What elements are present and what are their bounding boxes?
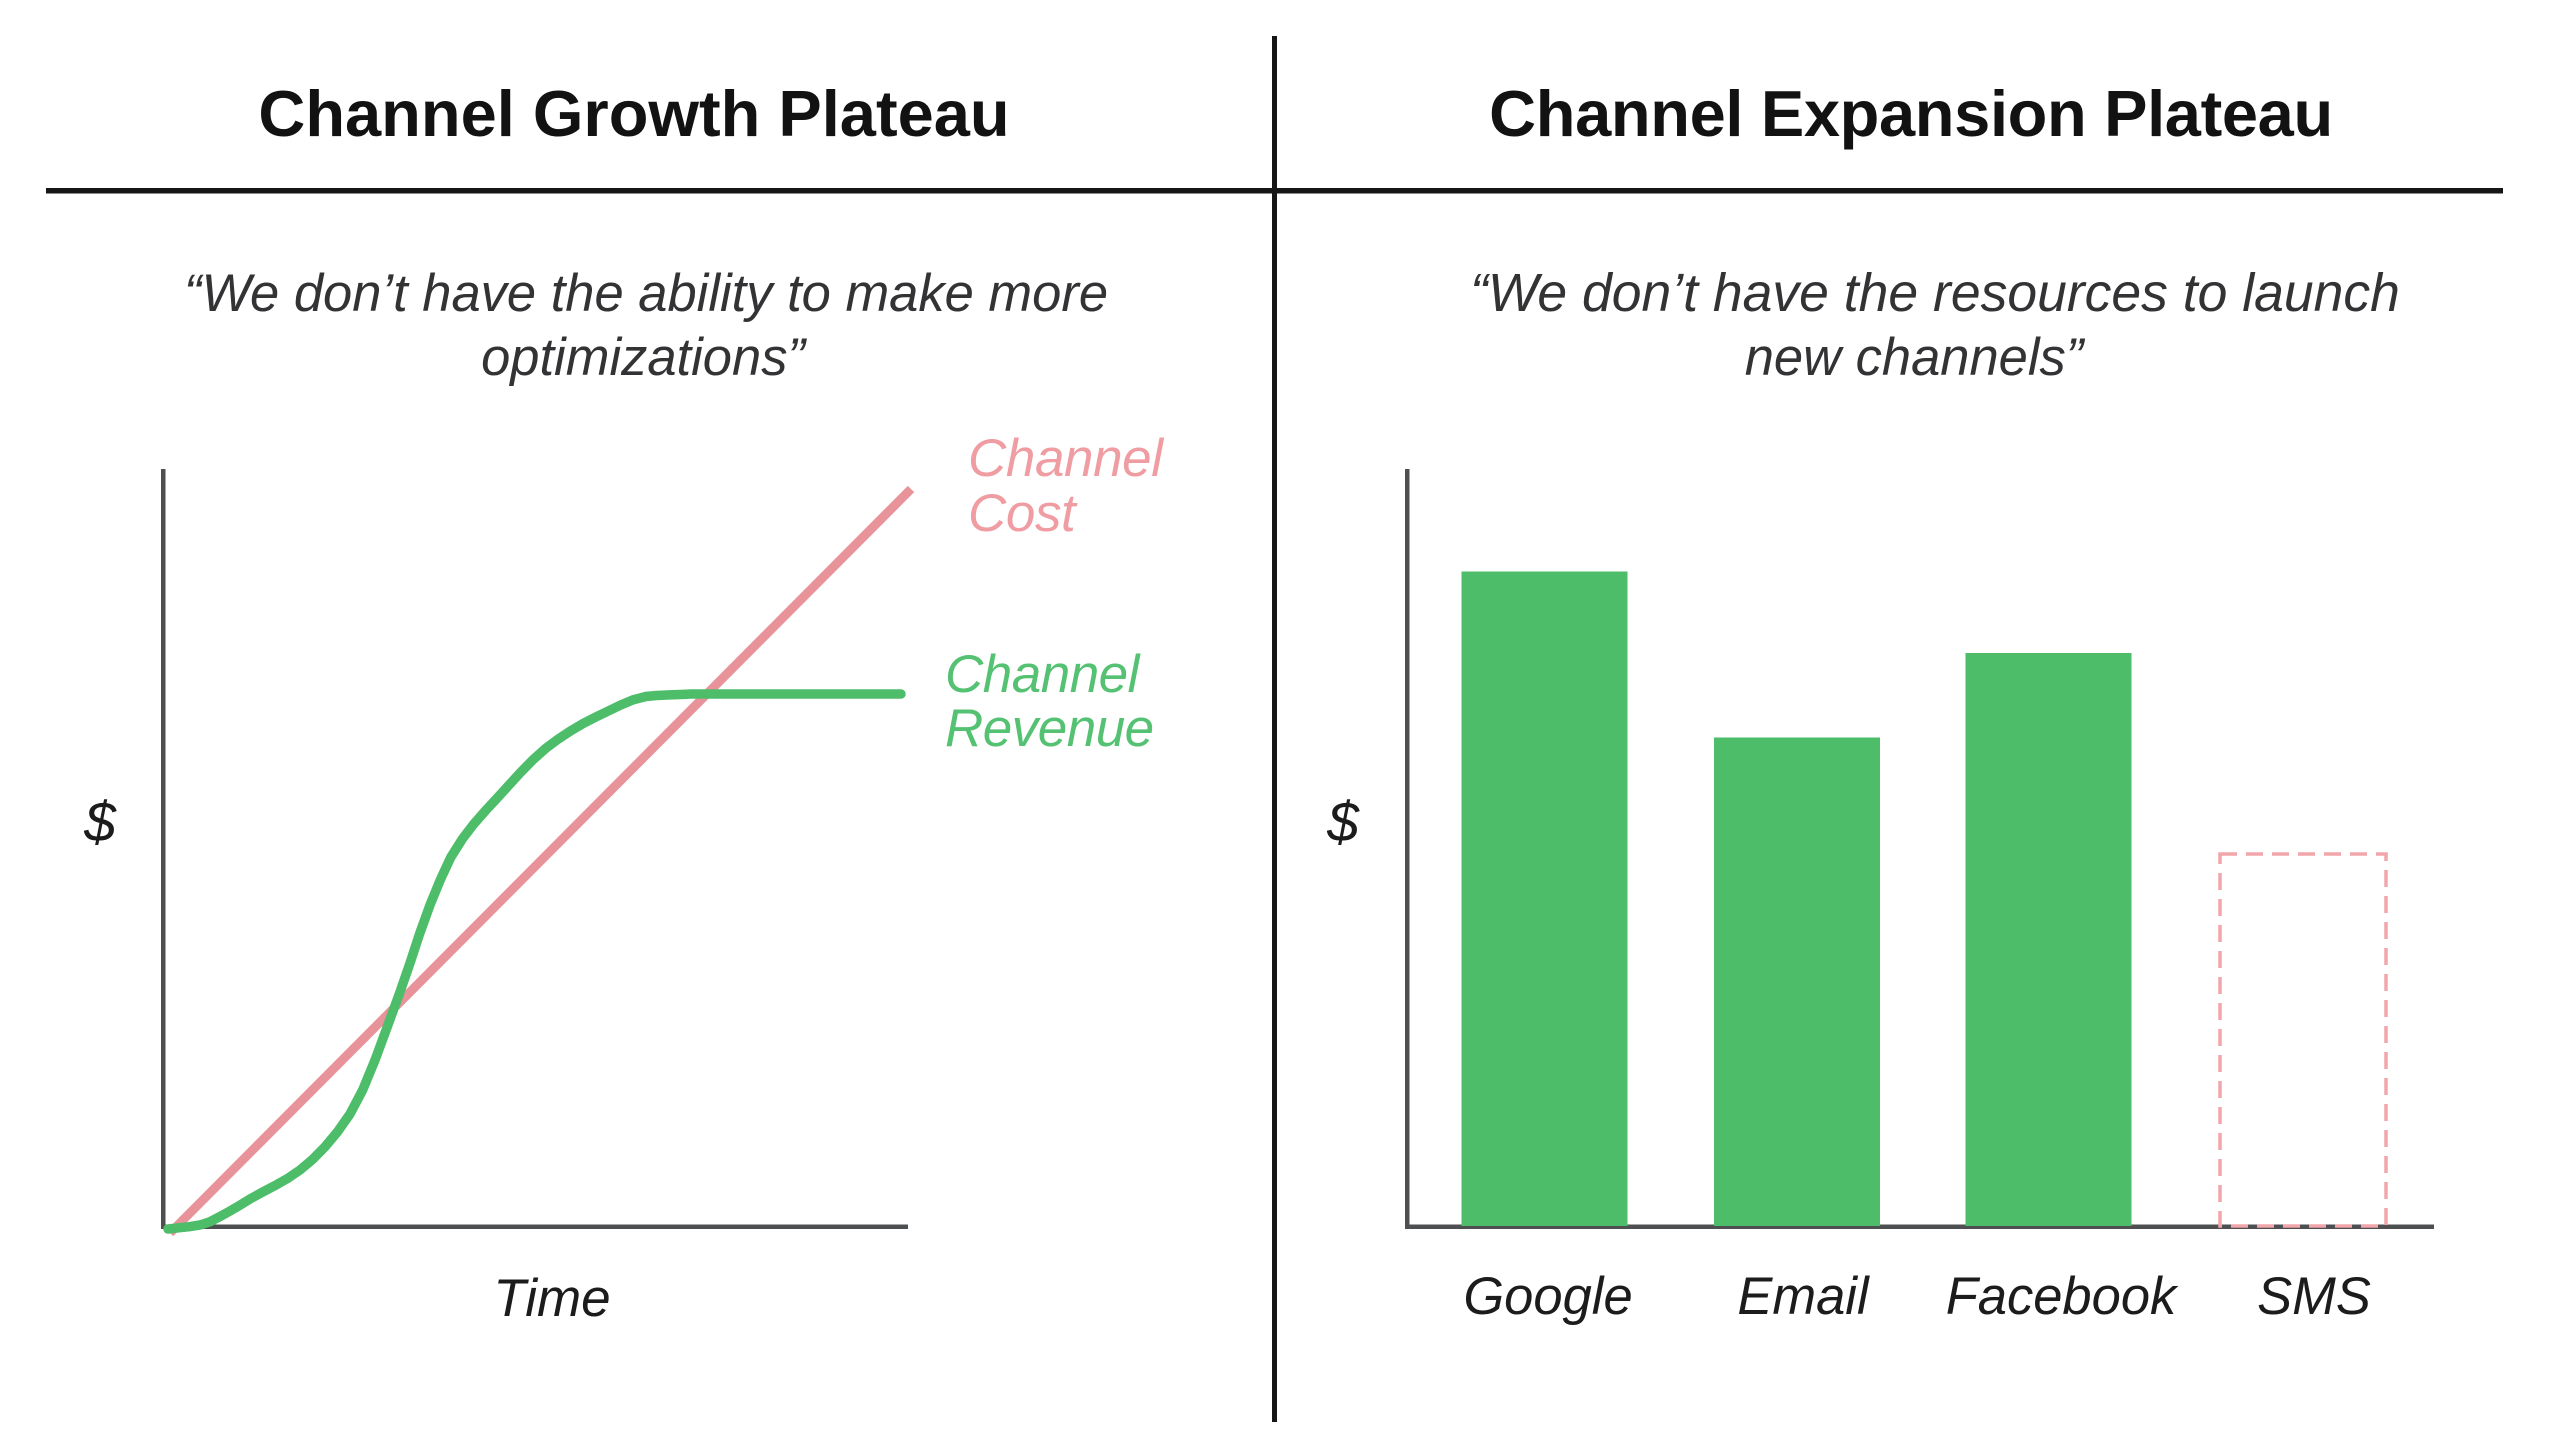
svg-text:Channel Expansion Plateau: Channel Expansion Plateau [1489, 77, 2333, 150]
svg-text:Facebook: Facebook [1946, 1267, 2179, 1326]
svg-text:new channels”: new channels” [1745, 328, 2086, 387]
svg-text:Channel: Channel [945, 645, 1141, 704]
svg-text:Google: Google [1463, 1267, 1632, 1326]
svg-text:$: $ [83, 790, 117, 854]
svg-text:optimizations”: optimizations” [481, 328, 807, 387]
svg-text:Email: Email [1737, 1267, 1870, 1326]
svg-text:Channel: Channel [968, 429, 1164, 488]
svg-text:Cost: Cost [968, 484, 1078, 543]
svg-text:SMS: SMS [2257, 1267, 2371, 1326]
svg-text:Channel Growth Plateau: Channel Growth Plateau [258, 77, 1009, 150]
svg-text:“We don’t have the resources t: “We don’t have the resources to launch [1470, 264, 2400, 323]
svg-text:“We don’t have the ability to: “We don’t have the ability to make more [184, 264, 1108, 323]
svg-text:Revenue: Revenue [945, 699, 1154, 758]
svg-text:Time: Time [493, 1269, 610, 1328]
svg-text:$: $ [1326, 790, 1360, 854]
